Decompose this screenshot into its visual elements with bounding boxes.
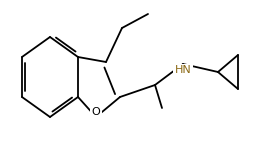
Text: HN: HN bbox=[175, 65, 191, 75]
Text: O: O bbox=[92, 107, 100, 117]
